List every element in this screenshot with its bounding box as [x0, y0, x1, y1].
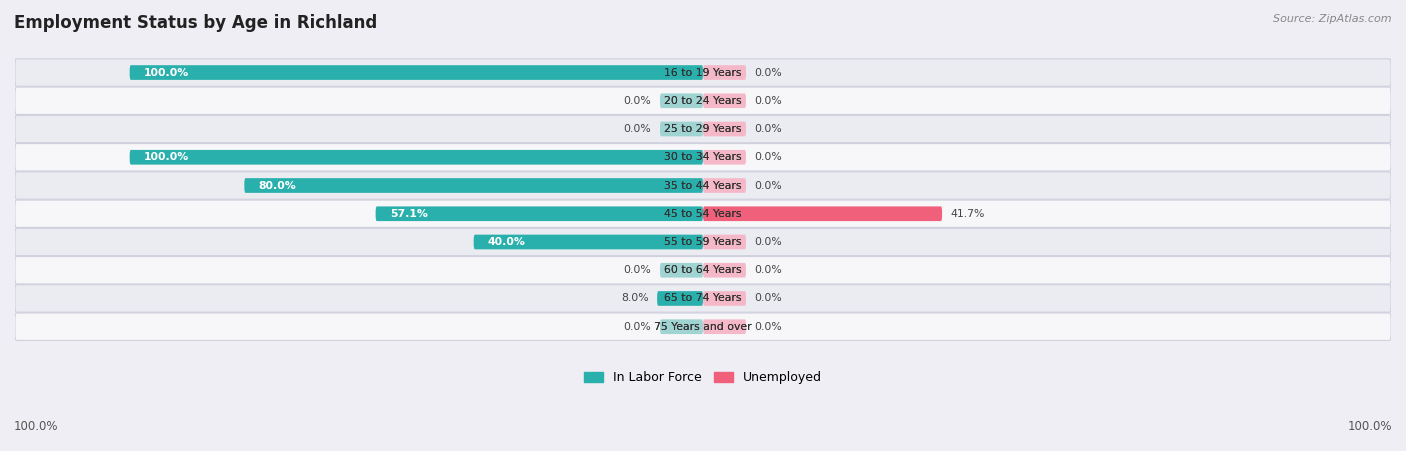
Text: 30 to 34 Years: 30 to 34 Years [657, 152, 749, 162]
FancyBboxPatch shape [129, 150, 703, 165]
FancyBboxPatch shape [15, 143, 1391, 171]
FancyBboxPatch shape [703, 207, 942, 221]
FancyBboxPatch shape [15, 257, 1391, 284]
Text: Source: ZipAtlas.com: Source: ZipAtlas.com [1274, 14, 1392, 23]
FancyBboxPatch shape [703, 150, 747, 165]
Text: 75 Years and over: 75 Years and over [647, 322, 759, 332]
FancyBboxPatch shape [474, 235, 703, 249]
Text: 55 to 59 Years: 55 to 59 Years [657, 237, 749, 247]
FancyBboxPatch shape [15, 228, 1391, 256]
Text: 16 to 19 Years: 16 to 19 Years [657, 68, 749, 78]
FancyBboxPatch shape [703, 65, 747, 80]
Text: 65 to 74 Years: 65 to 74 Years [657, 294, 749, 304]
Text: 35 to 44 Years: 35 to 44 Years [657, 180, 749, 190]
FancyBboxPatch shape [657, 291, 703, 306]
Text: 0.0%: 0.0% [624, 265, 651, 275]
FancyBboxPatch shape [15, 285, 1391, 312]
FancyBboxPatch shape [129, 65, 703, 80]
Text: 80.0%: 80.0% [259, 180, 297, 190]
Text: 0.0%: 0.0% [755, 68, 782, 78]
Text: 35 to 44 Years: 35 to 44 Years [657, 180, 749, 190]
FancyBboxPatch shape [15, 172, 1391, 199]
Text: 0.0%: 0.0% [755, 96, 782, 106]
FancyBboxPatch shape [15, 313, 1391, 341]
Text: 0.0%: 0.0% [755, 152, 782, 162]
FancyBboxPatch shape [659, 93, 703, 108]
Text: 100.0%: 100.0% [143, 152, 190, 162]
Text: 30 to 34 Years: 30 to 34 Years [657, 152, 749, 162]
Text: 0.0%: 0.0% [755, 237, 782, 247]
FancyBboxPatch shape [659, 263, 703, 277]
Text: 45 to 54 Years: 45 to 54 Years [657, 209, 749, 219]
Legend: In Labor Force, Unemployed: In Labor Force, Unemployed [579, 366, 827, 389]
FancyBboxPatch shape [703, 122, 747, 136]
Text: 0.0%: 0.0% [755, 294, 782, 304]
FancyBboxPatch shape [703, 178, 747, 193]
Text: 40.0%: 40.0% [488, 237, 526, 247]
FancyBboxPatch shape [659, 122, 703, 136]
Text: 0.0%: 0.0% [755, 124, 782, 134]
Text: Employment Status by Age in Richland: Employment Status by Age in Richland [14, 14, 377, 32]
FancyBboxPatch shape [703, 263, 747, 277]
FancyBboxPatch shape [703, 291, 747, 306]
FancyBboxPatch shape [703, 235, 747, 249]
Text: 100.0%: 100.0% [14, 420, 59, 433]
FancyBboxPatch shape [245, 178, 703, 193]
Text: 0.0%: 0.0% [624, 322, 651, 332]
Text: 0.0%: 0.0% [624, 124, 651, 134]
Text: 20 to 24 Years: 20 to 24 Years [657, 96, 749, 106]
Text: 20 to 24 Years: 20 to 24 Years [657, 96, 749, 106]
Text: 25 to 29 Years: 25 to 29 Years [657, 124, 749, 134]
FancyBboxPatch shape [15, 59, 1391, 86]
Text: 8.0%: 8.0% [621, 294, 648, 304]
FancyBboxPatch shape [15, 87, 1391, 115]
FancyBboxPatch shape [703, 93, 747, 108]
FancyBboxPatch shape [375, 207, 703, 221]
Text: 0.0%: 0.0% [755, 180, 782, 190]
Text: 60 to 64 Years: 60 to 64 Years [657, 265, 749, 275]
Text: 0.0%: 0.0% [624, 96, 651, 106]
FancyBboxPatch shape [659, 319, 703, 334]
Text: 100.0%: 100.0% [143, 68, 190, 78]
FancyBboxPatch shape [15, 200, 1391, 227]
Text: 0.0%: 0.0% [755, 265, 782, 275]
Text: 57.1%: 57.1% [389, 209, 427, 219]
Text: 41.7%: 41.7% [950, 209, 986, 219]
Text: 60 to 64 Years: 60 to 64 Years [657, 265, 749, 275]
Text: 100.0%: 100.0% [1347, 420, 1392, 433]
Text: 25 to 29 Years: 25 to 29 Years [657, 124, 749, 134]
Text: 16 to 19 Years: 16 to 19 Years [657, 68, 749, 78]
Text: 75 Years and over: 75 Years and over [647, 322, 759, 332]
Text: 55 to 59 Years: 55 to 59 Years [657, 237, 749, 247]
Text: 45 to 54 Years: 45 to 54 Years [657, 209, 749, 219]
Text: 65 to 74 Years: 65 to 74 Years [657, 294, 749, 304]
FancyBboxPatch shape [703, 319, 747, 334]
Text: 0.0%: 0.0% [755, 322, 782, 332]
FancyBboxPatch shape [15, 115, 1391, 143]
